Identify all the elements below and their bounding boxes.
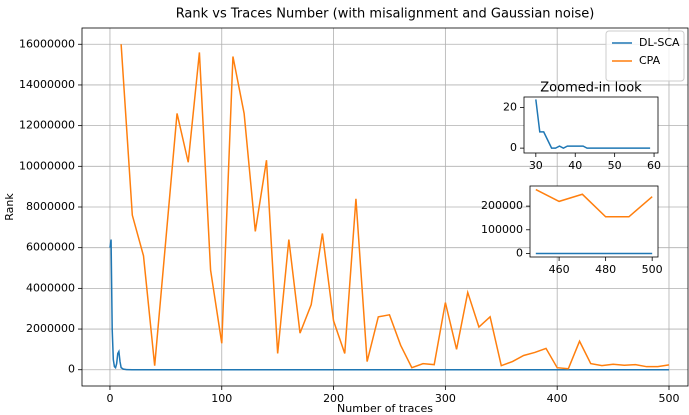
x-tick-label: 100	[211, 392, 232, 405]
x-tick-label: 40	[568, 159, 582, 172]
axes-frame	[523, 96, 659, 154]
y-tick-label: 12000000	[19, 119, 75, 132]
plot-area: 460 480 500 0 100000 200000	[481, 185, 663, 276]
legend-label: CPA	[639, 54, 661, 67]
y-tick-label: 0	[68, 363, 75, 376]
y-tick-label: 0	[510, 141, 517, 154]
x-tick-label: 500	[642, 263, 663, 276]
x-tick-label: 200	[323, 392, 344, 405]
x-tick-label: 500	[658, 392, 679, 405]
y-tick-label: 6000000	[26, 241, 75, 254]
y-tick-label: 200000	[481, 199, 523, 212]
chart-title: Rank vs Traces Number (with misalignment…	[176, 7, 595, 22]
series-line	[535, 188, 653, 218]
x-tick-label: 300	[435, 392, 456, 405]
axes-frame	[81, 27, 689, 387]
y-tick-label: 4000000	[26, 281, 75, 294]
x-tick-label: 30	[529, 159, 543, 172]
x-axis-label: Number of traces	[337, 402, 433, 415]
x-tick-label: 460	[549, 263, 570, 276]
y-tick-label: 8000000	[26, 200, 75, 213]
y-tick-label: 100000	[481, 223, 523, 236]
x-tick-label: 50	[608, 159, 622, 172]
y-tick-label: 2000000	[26, 322, 75, 335]
x-tick-label: 480	[595, 263, 616, 276]
x-tick-label: 60	[647, 159, 661, 172]
y-tick-label: 10000000	[19, 159, 75, 172]
y-tick-label: 20	[503, 101, 517, 114]
series-line	[120, 44, 670, 370]
plot-area: 30 40 50 60 0 20 Zoomed-in look	[503, 81, 661, 173]
series-line	[109, 239, 669, 371]
y-tick-label: 16000000	[19, 37, 75, 50]
legend: DL-SCA CPA	[605, 30, 685, 82]
x-tick-label: 400	[547, 392, 568, 405]
axes-frame	[529, 185, 659, 258]
legend-label: DL-SCA	[639, 36, 680, 49]
chart-title: Zoomed-in look	[540, 81, 642, 96]
axes-background	[524, 97, 658, 153]
x-tick-label: 0	[106, 392, 113, 405]
y-tick-label: 0	[516, 246, 523, 259]
y-tick-label: 14000000	[19, 78, 75, 91]
series-line	[535, 99, 651, 149]
y-axis-label: Rank	[3, 193, 16, 221]
